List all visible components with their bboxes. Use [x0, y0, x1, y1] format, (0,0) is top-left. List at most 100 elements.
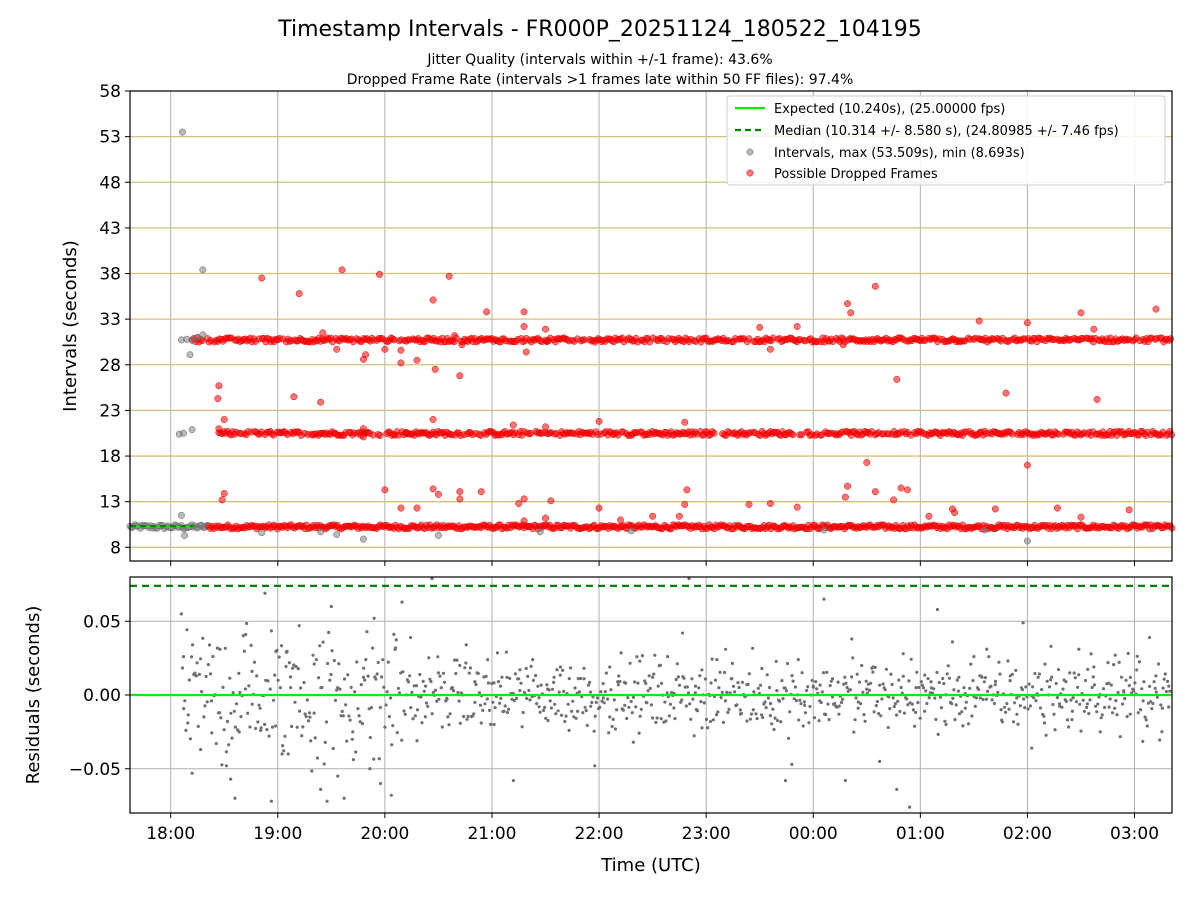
residual-point	[1159, 703, 1163, 707]
dropped-frame-point	[215, 425, 223, 433]
residual-point	[668, 702, 673, 706]
residual-point	[1139, 708, 1143, 712]
residual-point	[342, 677, 347, 681]
residual-point	[351, 730, 355, 734]
residual-point	[209, 672, 213, 676]
residual-point	[534, 673, 538, 678]
residual-point	[989, 684, 993, 688]
residual-point	[1007, 707, 1011, 711]
residual-point	[625, 716, 629, 721]
residual-point	[1141, 739, 1145, 744]
residual-point	[300, 734, 304, 738]
residual-point	[472, 712, 476, 716]
residual-point	[1055, 696, 1059, 700]
residual-point	[576, 677, 580, 681]
residual-point	[871, 665, 875, 669]
residual-point	[190, 771, 194, 775]
dropped-frame-point	[1023, 461, 1031, 469]
residual-point	[610, 724, 614, 729]
residual-point	[993, 679, 998, 684]
residual-point	[618, 679, 622, 684]
residual-point	[601, 682, 605, 686]
legend-intervals-label: Intervals, max (53.509s), min (8.693s)	[774, 146, 1025, 161]
residual-point	[843, 778, 847, 783]
residual-point	[378, 705, 382, 710]
residual-point	[288, 675, 293, 679]
residual-point	[392, 632, 396, 637]
residual-point	[822, 597, 826, 601]
residual-point	[881, 682, 885, 686]
residual-point	[466, 714, 470, 719]
residual-point	[971, 679, 975, 683]
residual-point	[517, 677, 521, 681]
residual-point	[321, 640, 325, 644]
residual-point	[606, 697, 610, 701]
residual-point	[1099, 716, 1103, 720]
residual-point	[771, 707, 775, 711]
residual-point	[718, 670, 722, 674]
residual-point	[689, 717, 693, 721]
residual-point	[803, 703, 807, 707]
residual-point	[468, 666, 472, 670]
residual-point	[768, 714, 773, 718]
residual-point	[529, 664, 533, 669]
residual-point	[709, 681, 713, 685]
residual-point	[1122, 690, 1126, 694]
residual-point	[512, 699, 516, 703]
residual-point	[1119, 675, 1124, 679]
residual-point	[492, 722, 496, 727]
residual-point	[385, 690, 389, 694]
residual-point	[437, 697, 441, 701]
residual-point	[237, 671, 241, 676]
dropped-frame-point	[458, 341, 466, 349]
residual-point	[1006, 659, 1010, 663]
residual-point	[588, 690, 593, 694]
residual-point	[246, 711, 250, 715]
residual-point	[942, 682, 946, 686]
residual-point	[1027, 682, 1031, 686]
residual-point	[454, 671, 458, 676]
top-y-tick-label: 53	[99, 128, 121, 148]
residual-point	[659, 717, 663, 721]
interval-bands	[126, 334, 1176, 533]
residual-point	[214, 742, 218, 746]
residual-point	[1167, 705, 1171, 709]
residual-point	[962, 686, 966, 690]
residual-point	[857, 680, 862, 684]
dropped-frame-point	[925, 512, 933, 520]
residual-point	[845, 685, 849, 690]
residual-point	[402, 709, 406, 713]
legend: Expected (10.240s), (25.00000 fps) Media…	[726, 95, 1166, 186]
residual-point	[1052, 712, 1056, 716]
residual-point	[647, 674, 651, 678]
residual-point	[898, 709, 902, 714]
residual-point	[889, 672, 893, 676]
residual-point	[631, 740, 635, 744]
residual-point	[1106, 661, 1110, 665]
residual-point	[1045, 679, 1049, 683]
residual-point	[1154, 674, 1158, 678]
residual-point	[328, 678, 332, 682]
residual-point	[1118, 735, 1122, 739]
residual-point	[465, 717, 469, 721]
residual-point	[342, 796, 346, 800]
residual-point	[1024, 685, 1028, 689]
residual-point	[1141, 699, 1145, 703]
residual-point	[633, 680, 637, 684]
residual-point	[371, 646, 375, 650]
residual-point	[256, 720, 260, 724]
residual-point	[477, 691, 481, 695]
residual-point	[1023, 706, 1027, 710]
residual-point	[279, 644, 284, 648]
dropped-frame-point	[893, 375, 901, 383]
residual-point	[616, 683, 620, 687]
residual-point	[675, 662, 679, 666]
residual-point	[218, 647, 222, 651]
dropped-frame-point	[376, 270, 383, 278]
residual-point	[312, 711, 316, 715]
residual-point	[568, 666, 573, 670]
x-tick-label: 19:00	[253, 824, 302, 844]
residual-point	[193, 671, 197, 675]
residual-point	[594, 700, 598, 705]
residual-point	[202, 715, 206, 719]
